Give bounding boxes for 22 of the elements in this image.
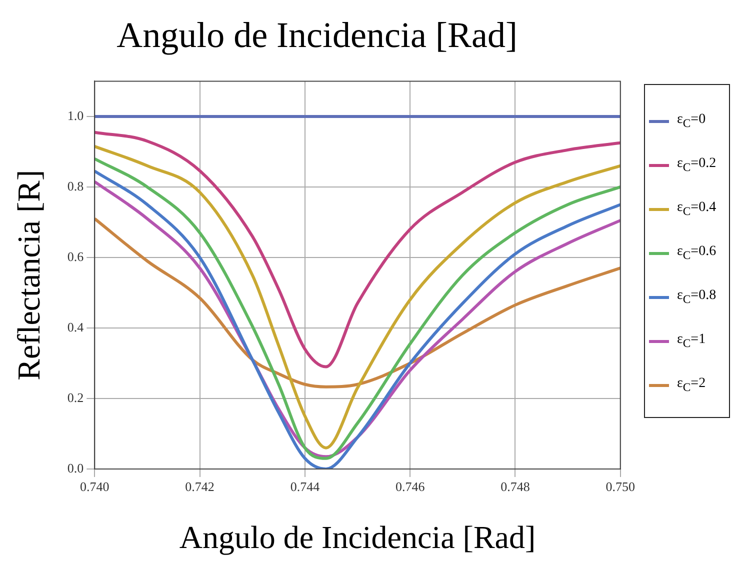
- legend-label: ε$_{C}$=0.6: [677, 244, 716, 262]
- legend-label: ε$_{C}$=2: [677, 376, 706, 394]
- y-tick-label: 0.6: [67, 248, 84, 264]
- y-tick-label: 1.0: [67, 108, 84, 123]
- chart-title: Angulo de Incidencia [Rad]: [116, 15, 518, 56]
- x-tick-label: 0.740: [80, 479, 110, 494]
- legend-label: ε$_{C}$=0: [677, 112, 706, 130]
- x-tick-label: 0.744: [290, 479, 320, 494]
- x-tick-label: 0.746: [395, 479, 426, 494]
- legend-label: ε$_{C}$=1: [677, 332, 706, 350]
- y-axis-title: Reflectancia [R]: [10, 170, 47, 380]
- legend-label: ε$_{C}$=0.8: [677, 288, 716, 306]
- x-tick-label: 0.742: [185, 479, 214, 494]
- y-tick-label: 0.8: [67, 178, 84, 194]
- y-tick-label: 0.2: [67, 390, 84, 405]
- legend-label: ε$_{C}$=0.2: [677, 156, 716, 174]
- x-tick-label: 0.750: [606, 479, 635, 494]
- y-tick-label: 0.0: [67, 460, 84, 476]
- x-tick-label: 0.748: [500, 479, 530, 494]
- legend-label: ε$_{C}$=0.4: [677, 200, 716, 218]
- y-tick-label: 0.4: [67, 319, 84, 334]
- x-axis-title: Angulo de Incidencia [Rad]: [179, 519, 536, 556]
